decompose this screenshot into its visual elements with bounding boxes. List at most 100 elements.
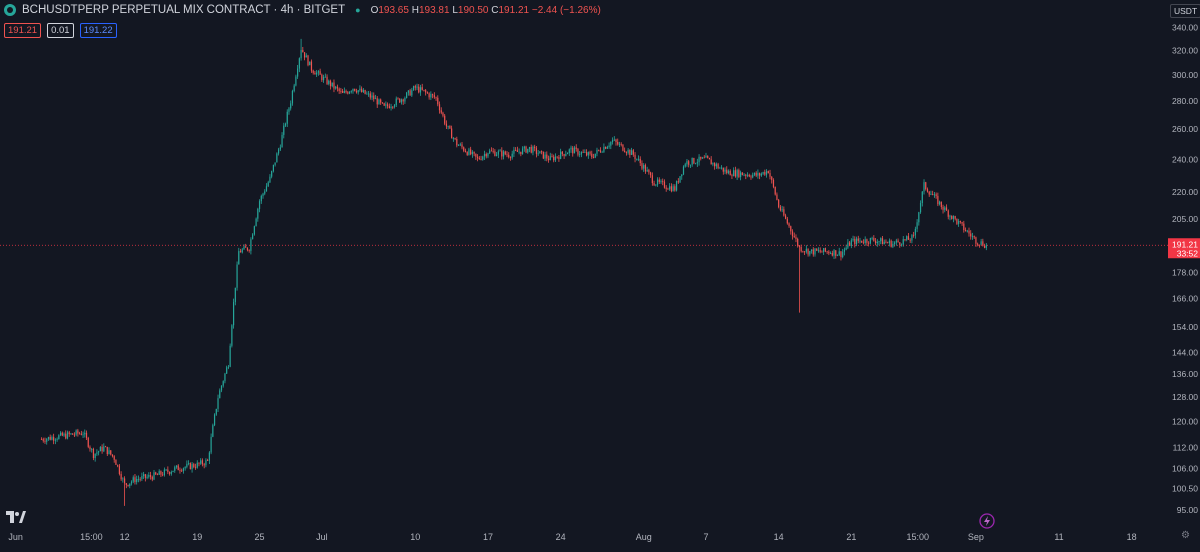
candle-body [797, 239, 799, 246]
candle-body [599, 150, 602, 153]
candle-body [701, 157, 704, 159]
candle-body [312, 70, 314, 73]
candle-body [565, 154, 567, 156]
candle-body [509, 157, 512, 159]
candle-body [82, 434, 84, 436]
candle-body [539, 151, 541, 154]
market-status-icon[interactable]: ● [355, 5, 361, 15]
candle-body [297, 68, 299, 77]
candle-body [933, 194, 936, 196]
candle-body [485, 153, 487, 157]
price-tick-label: 260.00 [1172, 124, 1198, 134]
tradingview-logo-icon[interactable] [6, 510, 26, 528]
candle-body [888, 240, 891, 244]
candle-body [627, 149, 629, 153]
candle-body [708, 157, 711, 160]
candle-body [376, 98, 378, 105]
candle-body [722, 167, 724, 172]
candle-body [364, 89, 366, 94]
candle-body [309, 61, 311, 66]
candle-body [615, 139, 617, 142]
candle-body [421, 87, 423, 90]
candle-body [791, 231, 794, 237]
candle-body [964, 229, 967, 231]
candle-body [165, 469, 167, 471]
candle-body [560, 151, 562, 159]
candle-body [932, 194, 934, 196]
buy-button[interactable]: 191.22 [79, 23, 117, 38]
candle-body [226, 367, 228, 374]
candle-body [231, 325, 233, 346]
candle-body [774, 186, 776, 195]
candle-body [584, 152, 586, 153]
candle-body [459, 144, 461, 146]
last-price-label: 191.21 [1172, 239, 1198, 249]
candle-body [182, 468, 185, 471]
currency-selector[interactable]: USDT [1170, 4, 1200, 18]
candle-body [592, 157, 595, 158]
candle-body [418, 86, 420, 93]
candle-body [468, 149, 470, 155]
candle-body [833, 250, 835, 256]
candle-body [776, 194, 778, 200]
candle-body [480, 159, 482, 160]
candle-body [449, 125, 451, 129]
candle-body [667, 188, 669, 190]
candle-body [452, 138, 454, 139]
symbol-title[interactable]: BCHUSDTPERP PERPETUAL MIX CONTRACT · 4h … [22, 4, 346, 16]
candle-body [243, 246, 245, 250]
candle-body [880, 238, 882, 242]
candle-body [310, 61, 313, 71]
candle-body [248, 250, 250, 251]
candle-body [949, 215, 951, 217]
candle-body [127, 484, 129, 487]
candle-body [188, 463, 190, 464]
candle-body [762, 172, 764, 174]
candle-body [61, 432, 63, 436]
candle-body [106, 446, 108, 455]
candle-body [367, 93, 370, 95]
candle-body [338, 88, 340, 91]
candle-body [393, 105, 396, 107]
candle-body [437, 97, 439, 105]
candle-body [700, 156, 702, 159]
candle-body [707, 155, 709, 158]
candle-body [573, 147, 576, 154]
candle-body [122, 478, 124, 480]
price-tick-label: 120.00 [1172, 416, 1198, 426]
candle-body [447, 125, 449, 127]
time-tick-label: 17 [483, 532, 493, 542]
candle-body [714, 162, 716, 167]
sell-button[interactable]: 191.21 [4, 23, 42, 38]
lightning-icon[interactable] [979, 513, 995, 534]
candle-body [359, 88, 361, 91]
candlestick-chart[interactable] [0, 0, 1168, 526]
candle-body [160, 471, 162, 475]
candle-body [345, 91, 347, 93]
candle-body [978, 244, 980, 246]
candle-body [191, 464, 193, 470]
candle-body [239, 251, 242, 253]
candle-body [966, 230, 968, 232]
time-tick-label: 14 [774, 532, 784, 542]
candle-body [788, 223, 790, 227]
candle-body [96, 452, 98, 454]
candle-body [951, 215, 953, 219]
gear-icon[interactable]: ⚙ [1181, 530, 1190, 541]
candle-body [177, 465, 179, 471]
candle-body [357, 90, 359, 93]
candle-body [461, 144, 463, 148]
candle-body [618, 143, 621, 145]
candle-body [887, 242, 889, 244]
candle-body [255, 218, 257, 227]
candle-body [386, 104, 389, 107]
candle-body [975, 237, 977, 244]
candle-body [772, 179, 775, 187]
chart-plot-area[interactable] [0, 0, 1168, 526]
candle-body [717, 164, 719, 169]
price-axis[interactable]: 340.00 320.00 300.00 280.00 260.00 240.00 220.… [1168, 0, 1200, 526]
time-axis[interactable]: Jun 15:00 12 19 25 Jul 10 17 24 Aug 7 14 21 15:00 Sep 1… [0, 526, 1168, 547]
candle-body [809, 251, 811, 255]
candle-body [752, 174, 754, 178]
candle-body [369, 93, 371, 98]
